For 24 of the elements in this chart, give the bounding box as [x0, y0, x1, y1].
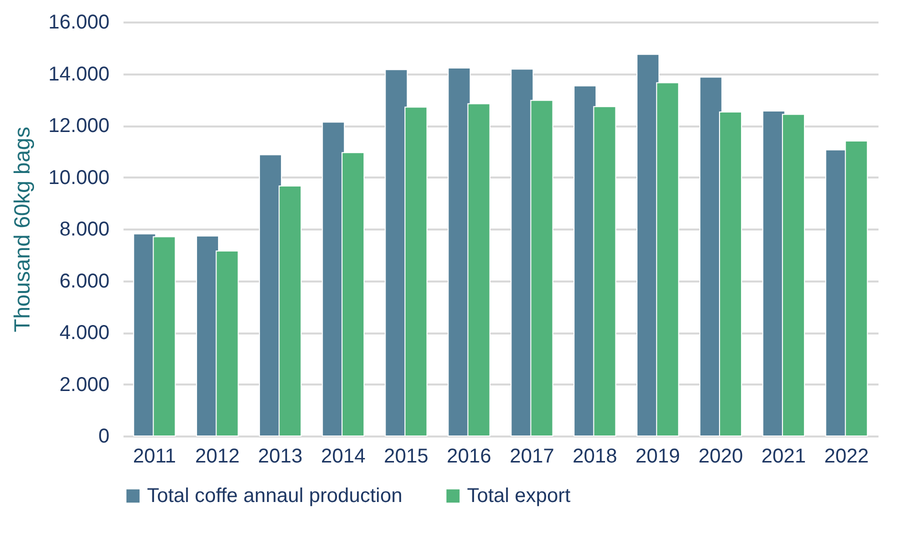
x-tick-label: 2013	[258, 446, 303, 468]
x-tick-label: 2017	[510, 446, 554, 468]
y-axis-title: Thousand 60kg bags	[9, 126, 34, 332]
y-tick-label: 8.000	[59, 218, 110, 240]
y-tick-label: 16.000	[48, 12, 110, 34]
y-tick-label: 12.000	[48, 115, 110, 137]
y-tick-label: 6.000	[59, 270, 110, 292]
x-tick-label: 2019	[636, 446, 680, 468]
x-tick-label: 2016	[446, 446, 492, 468]
y-tick-label: 0	[98, 426, 110, 448]
x-tick-label: 2014	[320, 446, 366, 468]
legend-label: Total export	[467, 485, 571, 507]
x-tick-label: 2012	[195, 446, 240, 468]
y-tick-label: 2.000	[59, 374, 110, 396]
y-tick-label: 4.000	[59, 322, 110, 344]
x-tick-label: 2021	[761, 446, 806, 468]
x-tick-label: 2020	[698, 446, 743, 468]
y-tick-label: 14.000	[48, 63, 110, 86]
x-tick-label: 2018	[572, 446, 618, 468]
legend-label: Total coffe annaul production	[147, 485, 402, 507]
y-tick-label: 10.000	[48, 166, 110, 189]
x-tick-label: 2011	[132, 446, 176, 468]
x-tick-label: 2022	[824, 446, 869, 468]
x-tick-label: 2015	[384, 446, 428, 468]
